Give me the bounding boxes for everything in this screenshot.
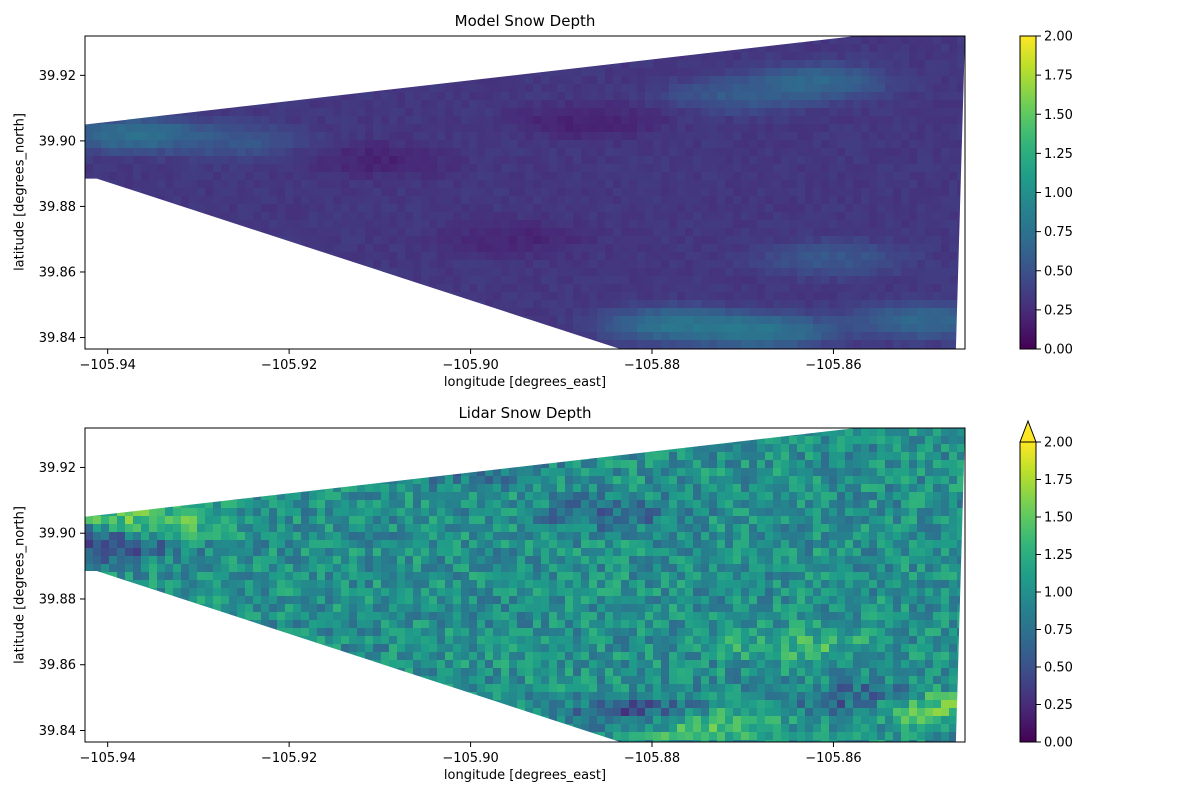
x-tick-label: −105.90	[442, 358, 498, 373]
y-tick-label: 39.84	[39, 724, 76, 739]
colorbar-extend-arrow	[1019, 419, 1037, 443]
chart-title: Lidar Snow Depth	[458, 404, 592, 422]
plot-frame	[84, 427, 966, 743]
x-tick-label: −105.88	[624, 751, 680, 766]
x-axis-label: longitude [degrees_east]	[443, 768, 607, 783]
y-tick-label: 39.92	[39, 461, 76, 476]
colorbar-tick-label: 0.25	[1044, 303, 1073, 318]
colorbar-tick-label: 0.00	[1044, 736, 1073, 751]
y-tick-label: 39.86	[39, 658, 76, 673]
colorbar-tick-label: 1.00	[1044, 586, 1073, 601]
y-tick-label: 39.84	[39, 331, 76, 346]
x-tick-label: −105.94	[79, 358, 135, 373]
x-tick-label: −105.90	[442, 751, 498, 766]
y-tick-label: 39.88	[39, 592, 76, 607]
colorbar-tick-label: 0.50	[1044, 661, 1073, 676]
x-tick-label: −105.92	[261, 358, 317, 373]
chart-title: Model Snow Depth	[454, 12, 596, 30]
y-tick-label: 39.90	[39, 527, 76, 542]
colorbar-tick-label: 2.00	[1044, 436, 1073, 451]
colorbar-tick-label: 0.50	[1044, 264, 1073, 279]
colorbar-tick-label: 0.25	[1044, 698, 1073, 713]
x-tick-label: −105.92	[261, 751, 317, 766]
heatmap-cells	[85, 428, 965, 742]
colorbar-tick-label: 1.25	[1044, 147, 1073, 162]
plot-frame	[84, 35, 966, 350]
x-axis-label: longitude [degrees_east]	[443, 375, 607, 390]
x-tick-label: −105.94	[79, 751, 135, 766]
colorbar-tick-label: 1.75	[1044, 69, 1073, 84]
model-chart-svg: −105.94 −105.92 −105.90 −105.88 −105.86 39.84…	[39, 30, 1073, 374]
colorbar-tick-label: 1.75	[1044, 473, 1073, 488]
y-tick-label: 39.92	[39, 69, 76, 84]
colorbar-tick-label: 1.25	[1044, 548, 1073, 563]
model-snow-depth-panel: Model Snow Depth −105.94 −105.92 −105.90 −1…	[13, 12, 1073, 390]
colorbar-tick-label: 1.50	[1044, 511, 1073, 526]
lidar-snow-depth-panel: Lidar Snow Depth −105.94 −105.92 −105.90 −1…	[0, 393, 1200, 793]
y-tick-label: 39.88	[39, 200, 76, 215]
colorbar-tick-label: 2.00	[1044, 30, 1073, 45]
colorbar-tick-label: 0.75	[1044, 225, 1073, 240]
x-tick-label: −105.86	[805, 358, 861, 373]
lidar-chart-svg: −105.94 −105.92 −105.90 −105.88 −105.86 39.84…	[39, 419, 1073, 766]
x-tick-label: −105.88	[624, 358, 680, 373]
colorbar-tick-label: 1.50	[1044, 108, 1073, 123]
y-tick-label: 39.90	[39, 134, 76, 149]
colorbar	[1019, 441, 1037, 743]
heatmap-cells	[85, 36, 965, 349]
x-tick-label: −105.86	[805, 751, 861, 766]
y-tick-label: 39.86	[39, 265, 76, 280]
colorbar	[1019, 35, 1037, 350]
colorbar-tick-label: 0.75	[1044, 623, 1073, 638]
colorbar-tick-label: 0.00	[1044, 343, 1073, 358]
colorbar-tick-label: 1.00	[1044, 186, 1073, 201]
